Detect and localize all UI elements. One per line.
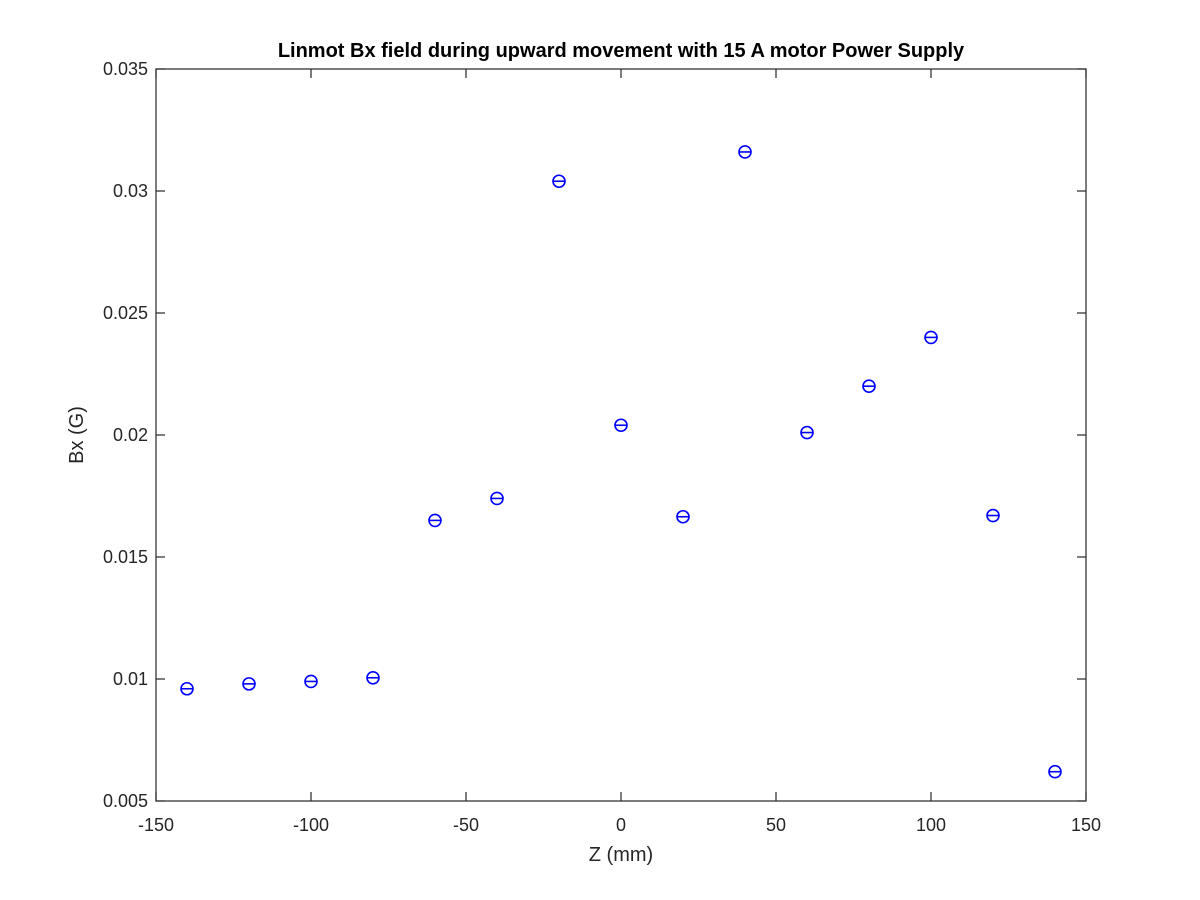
data-point bbox=[614, 418, 628, 433]
data-point bbox=[366, 670, 380, 685]
plot-area bbox=[155, 68, 1087, 802]
y-tick-label: 0.01 bbox=[113, 669, 148, 689]
data-point bbox=[800, 425, 814, 440]
x-tick-label: -100 bbox=[293, 815, 329, 835]
data-point bbox=[552, 174, 566, 189]
y-tick-label: 0.02 bbox=[113, 425, 148, 445]
y-axis-label: Bx (G) bbox=[66, 406, 88, 464]
data-point bbox=[180, 681, 194, 696]
y-axis-ticks: 0.005 0.01 0.015 0.02 0.025 0.03 0.035 bbox=[103, 59, 1086, 811]
y-tick-label: 0.025 bbox=[103, 303, 148, 323]
x-tick-label: 50 bbox=[766, 815, 786, 835]
data-point bbox=[924, 330, 938, 345]
x-axis-ticks: -150 -100 -50 0 50 100 150 bbox=[138, 69, 1101, 835]
data-point bbox=[304, 674, 318, 689]
data-point bbox=[738, 145, 752, 159]
data-point bbox=[676, 509, 690, 524]
y-tick-label: 0.005 bbox=[103, 791, 148, 811]
data-point bbox=[490, 491, 504, 506]
chart-title: Linmot Bx field during upward movement w… bbox=[278, 40, 965, 62]
x-tick-label: 150 bbox=[1071, 815, 1101, 835]
x-tick-label: -150 bbox=[138, 815, 174, 835]
plot-box bbox=[155, 68, 1087, 802]
data-point bbox=[986, 508, 1000, 523]
data-point bbox=[1048, 764, 1062, 779]
x-tick-label: -50 bbox=[453, 815, 479, 835]
data-point bbox=[862, 379, 876, 394]
y-tick-label: 0.015 bbox=[103, 547, 148, 567]
x-tick-label: 0 bbox=[616, 815, 626, 835]
y-tick-label: 0.03 bbox=[113, 181, 148, 201]
x-axis-label: Z (mm) bbox=[589, 844, 653, 866]
x-tick-label: 100 bbox=[916, 815, 946, 835]
data-series bbox=[180, 145, 1062, 779]
y-tick-label: 0.035 bbox=[103, 59, 148, 79]
data-point bbox=[242, 677, 256, 691]
data-point bbox=[428, 513, 442, 528]
